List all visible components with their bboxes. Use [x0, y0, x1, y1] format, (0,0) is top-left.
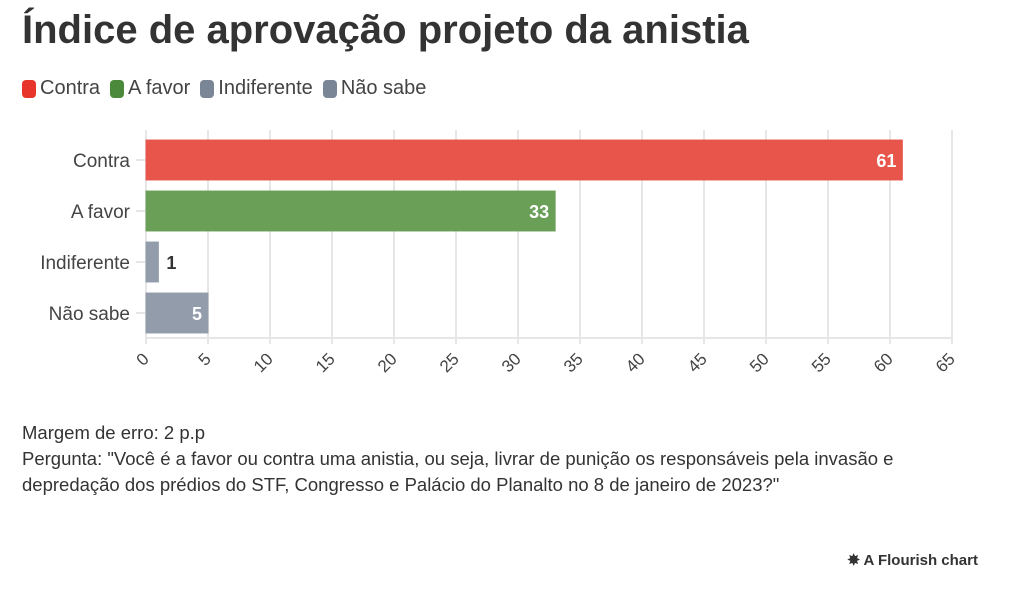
bar-value-label: 1 — [166, 253, 176, 273]
legend-item[interactable]: A favor — [110, 77, 190, 100]
x-tick-label: 20 — [374, 349, 401, 376]
x-tick-label: 55 — [808, 349, 835, 376]
bar-indiferente — [145, 241, 159, 283]
x-tick-label: 10 — [250, 349, 277, 376]
legend-swatch — [200, 79, 215, 98]
legend-swatch — [322, 79, 337, 98]
chart-notes: Margem de erro: 2 p.p Pergunta: "Você é … — [22, 420, 982, 498]
bar-não-sabe — [145, 292, 209, 334]
y-category-label: Não sabe — [49, 304, 130, 325]
legend-item[interactable]: Contra — [22, 77, 100, 100]
x-tick-label: 5 — [195, 349, 215, 369]
y-category-label: Indiferente — [40, 253, 130, 274]
bar-a-favor — [145, 190, 556, 232]
x-tick-label: 60 — [870, 349, 897, 376]
chart-title: Índice de aprovação projeto da anistia — [22, 8, 749, 52]
credit-text: A Flourish chart — [863, 552, 978, 569]
x-tick-label: 65 — [932, 349, 959, 376]
x-tick-label: 30 — [498, 349, 525, 376]
bar-value-label: 61 — [876, 151, 896, 171]
legend-label: Indiferente — [218, 77, 313, 99]
legend-label: A favor — [128, 77, 191, 99]
x-tick-label: 15 — [312, 349, 339, 376]
x-tick-label: 50 — [746, 349, 773, 376]
legend-label: Não sabe — [340, 77, 427, 99]
legend-label: Contra — [40, 77, 101, 99]
margin-of-error: Margem de erro: 2 p.p — [22, 422, 206, 443]
legend-item[interactable]: Indiferente — [200, 77, 313, 100]
legend: Contra A favor Indiferente Não sabe — [22, 77, 426, 100]
survey-question: Pergunta: "Você é a favor ou contra uma … — [22, 448, 894, 495]
bar-contra — [145, 139, 903, 181]
flourish-logo-icon: ✸ — [847, 552, 864, 569]
y-category-label: Contra — [73, 151, 130, 172]
legend-item[interactable]: Não sabe — [322, 77, 427, 100]
flourish-credit[interactable]: ✸ A Flourish chart — [847, 551, 978, 569]
legend-swatch — [110, 79, 125, 98]
x-tick-label: 40 — [622, 349, 649, 376]
bar-value-label: 5 — [192, 304, 202, 324]
bar-value-label: 33 — [529, 202, 549, 222]
x-tick-label: 0 — [133, 349, 153, 369]
legend-swatch — [22, 79, 36, 98]
x-tick-label: 45 — [684, 349, 711, 376]
x-tick-label: 35 — [560, 349, 587, 376]
y-category-label: A favor — [71, 202, 131, 223]
x-tick-label: 25 — [436, 349, 463, 376]
